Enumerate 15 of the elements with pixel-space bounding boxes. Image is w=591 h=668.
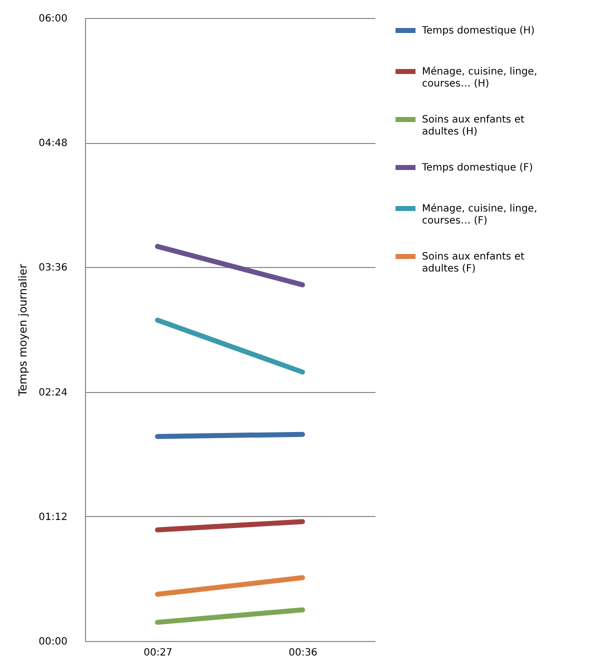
x-tick-label: 00:36 bbox=[288, 648, 318, 658]
y-tick-label: 01:12 bbox=[38, 512, 68, 523]
legend-label: Temps domestique (F) bbox=[421, 162, 533, 174]
legend-label: Ménage, cuisine, linge, courses… (F) bbox=[422, 204, 538, 226]
y-tick-label: 04:48 bbox=[38, 138, 68, 150]
x-tick-label: 00:27 bbox=[144, 648, 172, 658]
y-tick-label: 02:24 bbox=[38, 387, 68, 398]
y-tick-label: 00:00 bbox=[38, 636, 68, 648]
legend-label: Soins aux enfants et adultes (H) bbox=[422, 114, 524, 138]
legend-label: Soins aux enfants et adultes (F) bbox=[422, 252, 524, 274]
legend-label: Temps domestique (H) bbox=[421, 26, 535, 36]
legend-label: Ménage, cuisine, linge, courses… (H) bbox=[422, 66, 538, 90]
y-tick-label: 06:00 bbox=[38, 14, 68, 24]
y-axis-title: Temps moyen journalier bbox=[16, 264, 30, 397]
y-tick-label: 03:36 bbox=[38, 262, 68, 274]
